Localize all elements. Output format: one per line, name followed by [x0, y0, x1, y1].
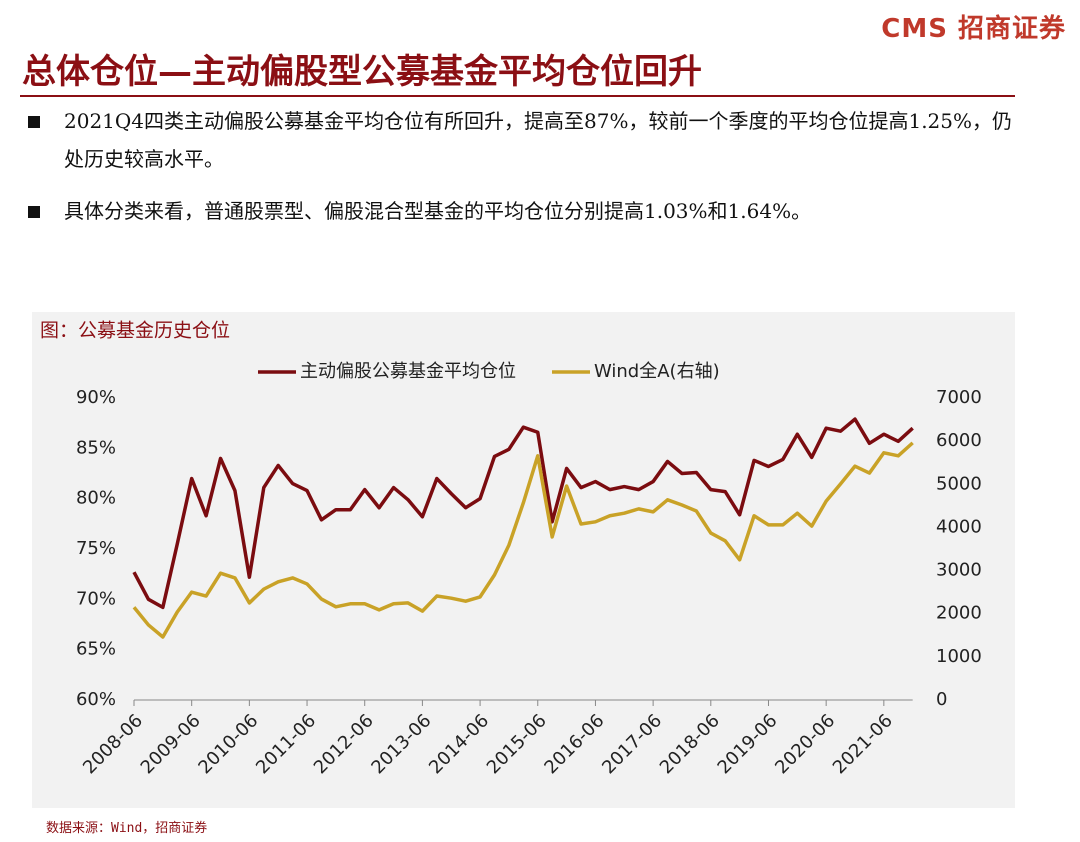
y2-tick-label: 0 — [936, 689, 947, 710]
x-tick-label: 2014-06 — [425, 710, 493, 778]
y-tick-label: 75% — [76, 538, 116, 559]
y2-tick-label: 7000 — [936, 387, 982, 408]
x-tick-label: 2009-06 — [137, 710, 205, 778]
x-tick-label: 2017-06 — [598, 710, 666, 778]
y-tick-label: 85% — [76, 437, 116, 458]
x-tick-label: 2012-06 — [310, 710, 378, 778]
x-tick-label: 2019-06 — [714, 710, 782, 778]
y2-tick-label: 2000 — [936, 603, 982, 624]
x-tick-label: 2020-06 — [771, 710, 839, 778]
y2-tick-label: 6000 — [936, 430, 982, 451]
x-tick-label: 2015-06 — [483, 710, 551, 778]
slide-title: 总体仓位—主动偏股型公募基金平均仓位回升 — [22, 52, 702, 92]
series-line — [132, 441, 914, 639]
y2-tick-label: 5000 — [936, 473, 982, 494]
y-tick-label: 70% — [76, 588, 116, 609]
x-tick-label: 2011-06 — [252, 710, 320, 778]
source: 数据来源：Wind，招商证券 — [46, 821, 208, 836]
x-tick-label: 2013-06 — [367, 710, 435, 778]
x-tick-label: 2018-06 — [656, 710, 724, 778]
chart-panel — [32, 312, 1015, 808]
x-tick-label: 2016-06 — [540, 710, 608, 778]
x-tick-label: 2008-06 — [79, 710, 147, 778]
bullet: 2021Q4四类主动偏股公募基金平均仓位有所回升，提高至87%，较前一个季度的平… — [28, 102, 1014, 178]
title-rule — [20, 95, 1015, 97]
logo: CMS 招商证券 — [881, 14, 1066, 44]
legend-label: Wind全A(右轴) — [594, 361, 720, 382]
x-tick-label: 2021-06 — [829, 710, 897, 778]
bullet: 具体分类来看，普通股票型、偏股混合型基金的平均仓位分别提高1.03%和1.64%… — [28, 192, 1014, 230]
y-tick-label: 60% — [76, 689, 116, 710]
x-tick-label: 2010-06 — [194, 710, 262, 778]
y2-tick-label: 1000 — [936, 646, 982, 667]
y2-tick-label: 3000 — [936, 560, 982, 581]
series-line — [132, 417, 914, 610]
y2-tick-label: 4000 — [936, 516, 982, 537]
y-tick-label: 90% — [76, 387, 116, 408]
legend-label: 主动偏股公募基金平均仓位 — [300, 361, 516, 382]
y-tick-label: 65% — [76, 639, 116, 660]
y-tick-label: 80% — [76, 488, 116, 509]
chart-title: 图：公募基金历史仓位 — [40, 320, 230, 342]
